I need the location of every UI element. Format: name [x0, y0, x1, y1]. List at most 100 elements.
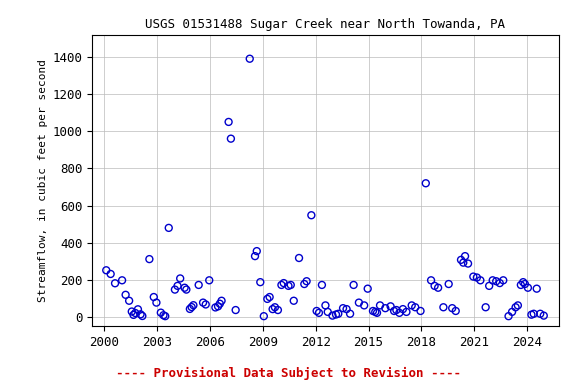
- Point: [170, 286, 180, 293]
- Point: [284, 283, 293, 289]
- Point: [386, 303, 395, 310]
- Point: [106, 271, 115, 277]
- Point: [263, 296, 272, 302]
- Point: [334, 311, 343, 317]
- Point: [430, 283, 439, 289]
- Point: [529, 311, 539, 317]
- Point: [201, 301, 210, 308]
- Point: [111, 280, 120, 286]
- Point: [145, 256, 154, 262]
- Point: [251, 253, 260, 259]
- Point: [211, 305, 220, 311]
- Point: [536, 311, 545, 317]
- Point: [226, 136, 236, 142]
- Point: [214, 303, 223, 310]
- Point: [520, 281, 529, 287]
- Point: [256, 279, 265, 285]
- Point: [339, 305, 348, 311]
- Point: [491, 278, 501, 284]
- Point: [231, 307, 240, 313]
- Point: [539, 313, 548, 319]
- Point: [402, 309, 411, 315]
- Point: [434, 285, 443, 291]
- Point: [127, 308, 137, 314]
- Point: [513, 302, 522, 308]
- Point: [245, 56, 255, 62]
- Point: [516, 282, 525, 288]
- Point: [101, 267, 111, 273]
- Point: [273, 307, 282, 313]
- Point: [499, 277, 508, 283]
- Point: [527, 312, 536, 318]
- Point: [159, 312, 168, 318]
- Point: [185, 306, 195, 312]
- Point: [518, 279, 528, 285]
- Point: [328, 313, 337, 319]
- Point: [460, 253, 469, 259]
- Point: [317, 282, 327, 288]
- Point: [407, 302, 416, 308]
- Point: [444, 281, 453, 287]
- Point: [307, 212, 316, 218]
- Point: [176, 275, 185, 281]
- Point: [294, 255, 304, 261]
- Point: [194, 282, 203, 288]
- Point: [504, 313, 513, 319]
- Text: ---- Provisional Data Subject to Revision ----: ---- Provisional Data Subject to Revisio…: [116, 367, 460, 380]
- Point: [312, 308, 321, 314]
- Point: [349, 282, 358, 288]
- Point: [331, 311, 340, 318]
- Point: [136, 311, 145, 318]
- Point: [217, 298, 226, 304]
- Point: [507, 309, 517, 315]
- Point: [259, 313, 268, 319]
- Point: [484, 283, 494, 289]
- Point: [149, 294, 158, 300]
- Point: [129, 312, 138, 318]
- Point: [472, 275, 482, 281]
- Point: [279, 280, 289, 286]
- Point: [277, 282, 286, 288]
- Point: [270, 304, 279, 310]
- Point: [381, 305, 390, 311]
- Point: [416, 308, 425, 314]
- Point: [476, 277, 485, 283]
- Point: [173, 283, 182, 289]
- Point: [124, 298, 134, 304]
- Point: [342, 306, 351, 312]
- Point: [224, 119, 233, 125]
- Point: [439, 304, 448, 310]
- Point: [458, 260, 468, 266]
- Point: [314, 310, 324, 316]
- Point: [189, 302, 198, 308]
- Point: [395, 310, 404, 316]
- Point: [389, 308, 399, 314]
- Point: [354, 300, 363, 306]
- Point: [359, 302, 369, 308]
- Point: [300, 281, 309, 287]
- Point: [369, 308, 378, 314]
- Point: [346, 311, 355, 317]
- Point: [448, 305, 457, 311]
- Point: [363, 286, 372, 292]
- Point: [488, 277, 497, 283]
- Title: USGS 01531488 Sugar Creek near North Towanda, PA: USGS 01531488 Sugar Creek near North Tow…: [146, 18, 506, 31]
- Point: [265, 294, 274, 300]
- Point: [323, 309, 332, 315]
- Point: [161, 313, 170, 319]
- Point: [426, 277, 435, 283]
- Point: [180, 285, 189, 291]
- Point: [199, 300, 208, 306]
- Point: [411, 304, 420, 310]
- Point: [252, 248, 262, 254]
- Point: [398, 306, 407, 312]
- Point: [118, 277, 127, 283]
- Point: [302, 278, 311, 284]
- Point: [289, 298, 298, 304]
- Point: [156, 310, 165, 316]
- Point: [268, 306, 277, 312]
- Point: [511, 304, 520, 310]
- Point: [456, 257, 465, 263]
- Point: [215, 301, 225, 307]
- Point: [481, 304, 490, 310]
